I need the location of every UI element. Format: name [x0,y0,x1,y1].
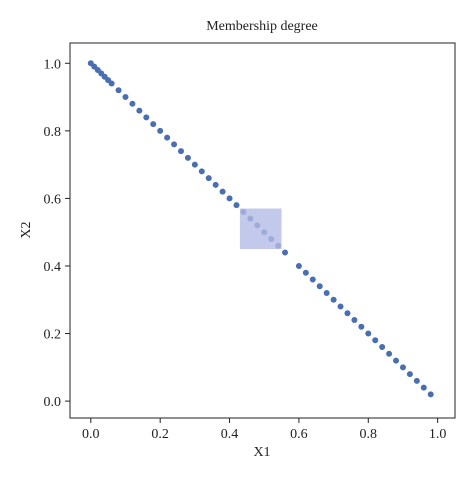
point [427,391,434,398]
x-tick-label: 0.0 [82,427,100,442]
point [316,283,323,290]
point [129,100,136,107]
point [177,148,184,155]
point [122,94,129,101]
y-tick-label: 0.0 [44,395,62,410]
point [393,357,400,364]
point [143,114,150,121]
point [226,195,233,202]
point [365,330,372,337]
point [337,303,344,310]
point [171,141,178,148]
point [115,87,122,94]
point [351,317,358,324]
point [108,80,115,87]
point [136,107,143,114]
point [399,364,406,371]
y-tick-label: 0.4 [44,260,62,275]
x-tick-label: 0.6 [290,427,308,442]
x-axis-label: X1 [253,445,270,460]
point [212,181,219,188]
point [295,262,302,269]
point [191,161,198,168]
x-tick-label: 0.4 [221,427,239,442]
point [386,350,393,357]
point [309,276,316,283]
point [323,290,330,296]
point [198,168,205,175]
chart-title: Membership degree [206,19,318,34]
x-tick-label: 0.2 [151,427,169,442]
y-axis-label: X2 [19,221,34,238]
point [420,384,427,391]
point [413,377,420,384]
highlight-region [239,208,282,250]
point [205,175,212,182]
point [372,337,379,344]
point [406,371,413,378]
point [282,249,289,256]
point [302,269,309,276]
point [379,344,386,351]
y-tick-label: 0.6 [44,192,62,207]
point [164,134,171,141]
point [233,202,240,209]
point [330,296,337,303]
point [184,154,191,161]
plot-frame [69,42,456,419]
x-tick-label: 0.8 [360,427,378,442]
point [358,323,365,330]
point [219,188,226,195]
x-tick-label: 1.0 [429,427,447,442]
point [157,127,164,134]
y-tick-label: 0.8 [44,125,62,140]
point [344,310,351,317]
y-tick-label: 1.0 [44,57,62,72]
y-tick-label: 0.2 [44,328,62,343]
point [150,121,157,128]
